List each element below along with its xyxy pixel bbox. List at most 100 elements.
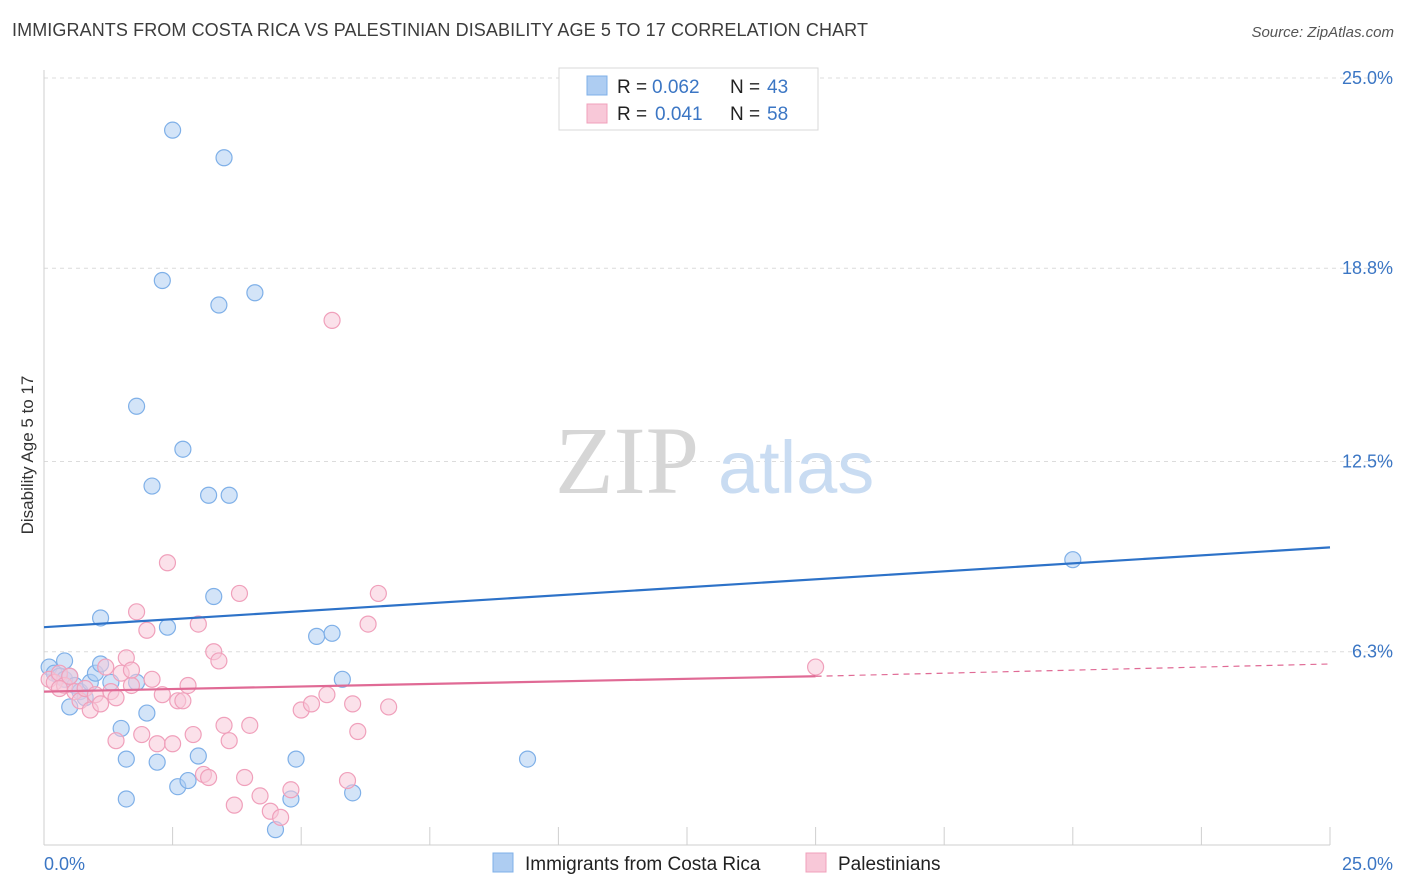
point-costa-rica [143,477,161,495]
point-costa-rica [215,149,233,167]
point-palestinians [225,796,243,814]
point-palestinians [369,584,387,603]
series-palestinians [40,311,825,826]
point-costa-rica [138,704,156,722]
point-palestinians [91,695,110,713]
legend-r-label-1: R = [617,104,647,125]
point-palestinians [97,658,115,676]
point-costa-rica [174,440,192,458]
point-palestinians [133,725,151,744]
point-palestinians [174,692,192,710]
legend-series-label-palestinians: Palestinians [838,854,940,875]
point-palestinians [349,722,367,741]
legend-n-value-1: 58 [767,104,788,125]
point-costa-rica [205,587,223,606]
point-palestinians [323,311,341,329]
point-palestinians [338,771,357,790]
point-costa-rica [287,750,305,768]
point-palestinians [184,725,202,744]
point-costa-rica [308,627,326,645]
legend-n-label-1: N = [730,104,760,125]
point-costa-rica [323,624,341,642]
x-tick-label-min: 0.0% [44,854,85,874]
x-ticks [43,827,1331,845]
point-palestinians [200,768,218,787]
point-costa-rica [127,397,146,415]
point-costa-rica [1064,551,1082,569]
point-costa-rica [518,750,537,768]
watermark-atlas: atlas [718,426,874,509]
trend-line-palestinians-extrapolated [815,663,1331,677]
watermark: ZIP atlas [555,407,874,514]
legend-n-value-0: 43 [767,77,788,98]
legend-series-swatch-costa-rica [492,852,514,873]
point-palestinians [215,716,233,734]
y-tick-label: 25.0% [1342,68,1393,88]
legend-n-label-0: N = [730,77,760,98]
point-costa-rica [179,771,197,790]
point-palestinians [344,695,362,713]
point-costa-rica [148,753,166,771]
point-palestinians [122,661,141,679]
legend-r-label-0: R = [617,77,647,98]
gridlines [44,77,1393,653]
point-palestinians [806,658,825,676]
legend-r-value-0: 0.062 [652,77,700,98]
trend-line-palestinians [43,675,816,693]
point-costa-rica [91,609,110,627]
point-palestinians [127,603,146,621]
point-palestinians [282,781,300,799]
point-palestinians [189,615,207,633]
point-costa-rica [210,296,228,314]
point-palestinians [153,686,171,704]
legend-series-label-costa-rica: Immigrants from Costa Rica [525,854,761,875]
legend-r-value-1: 0.041 [655,104,703,125]
chart-title: IMMIGRANTS FROM COSTA RICA VS PALESTINIA… [12,20,869,40]
trend-lines [43,546,1331,693]
point-costa-rica [246,284,264,302]
point-palestinians [61,667,79,685]
point-palestinians [210,652,228,670]
point-palestinians [318,686,336,704]
point-palestinians [107,732,125,750]
x-tick-label-max: 25.0% [1342,854,1393,874]
y-tick-label: 6.3% [1352,642,1393,662]
legend-swatch-palestinians [586,103,608,124]
point-costa-rica [200,486,218,504]
point-costa-rica [164,121,182,139]
point-palestinians [107,689,125,707]
point-costa-rica [220,486,238,504]
point-costa-rica [153,271,171,290]
legend-series: Immigrants from Costa Rica Palestinians [492,852,940,875]
point-costa-rica [117,750,135,768]
point-palestinians [241,716,259,734]
trend-line-costa-rica [43,546,1331,629]
point-palestinians [158,554,177,572]
point-palestinians [143,670,161,688]
legend-stats: R = 0.062 N = 43 R = 0.041 N = 58 [558,67,819,131]
source-label: Source: ZipAtlas.com [1251,24,1394,41]
point-palestinians [220,732,238,750]
point-palestinians [251,787,269,805]
point-palestinians [359,615,377,633]
point-costa-rica [117,790,135,808]
point-palestinians [50,679,69,698]
point-palestinians [164,735,182,753]
point-palestinians [236,768,254,787]
legend-series-swatch-palestinians [805,852,827,873]
point-palestinians [272,808,290,826]
point-palestinians [138,621,156,639]
point-palestinians [302,695,321,713]
point-costa-rica [189,747,207,765]
point-palestinians [380,698,398,716]
point-palestinians [179,676,197,695]
point-costa-rica [158,618,177,636]
point-palestinians [148,735,166,753]
watermark-zip: ZIP [555,407,699,514]
y-tick-label: 12.5% [1342,452,1393,472]
y-tick-label: 18.8% [1342,258,1393,278]
y-tick-labels: 6.3% 12.5% 18.8% 25.0% [1342,68,1393,662]
point-costa-rica [333,670,351,688]
point-palestinians [230,584,249,603]
